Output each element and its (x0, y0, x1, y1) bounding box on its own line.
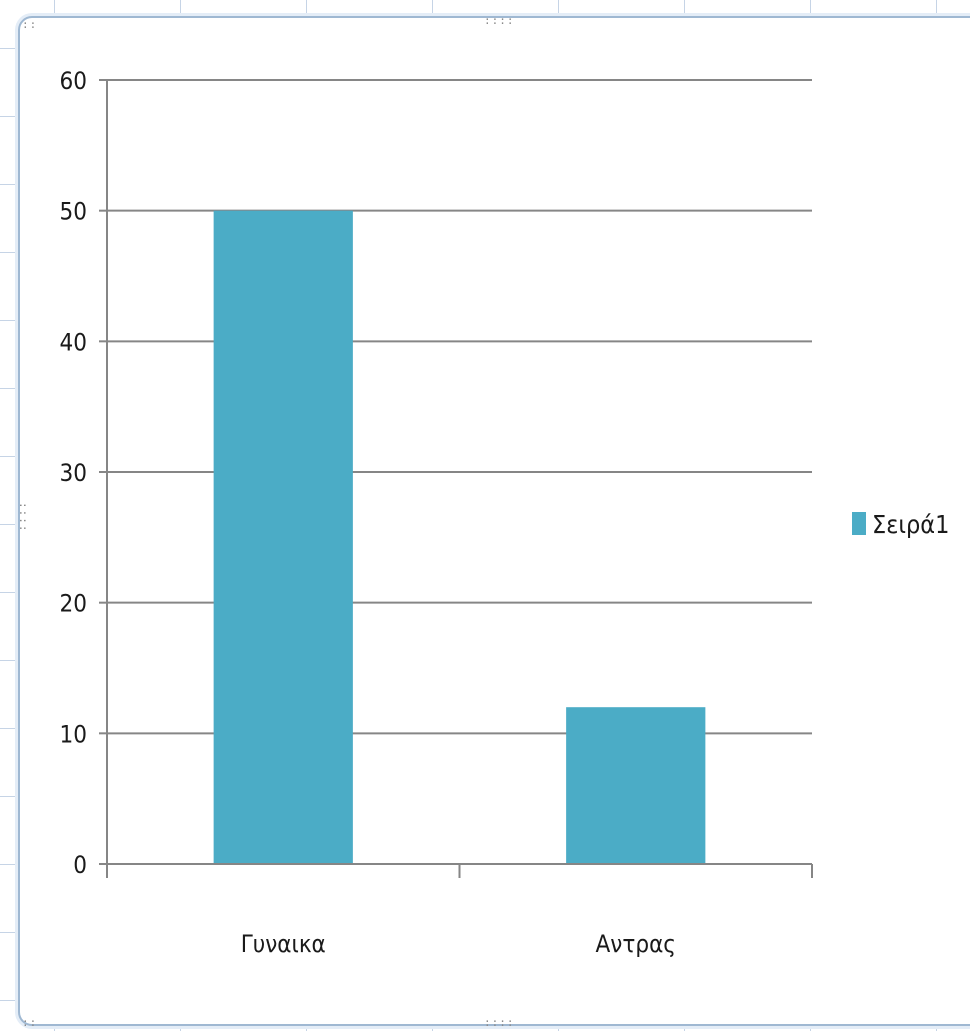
chart-area[interactable] (18, 16, 970, 1026)
y-tick-label: 20 (60, 590, 87, 618)
resize-handle-bottom[interactable]: :::: (484, 1016, 515, 1029)
resize-handle-top[interactable]: :::: (484, 14, 515, 27)
bars (213, 210, 706, 864)
resize-handle-bottom-left[interactable]: :: (22, 1016, 38, 1029)
y-tick-labels: 0 10 20 30 40 50 60 (60, 67, 87, 879)
axes (99, 79, 813, 878)
legend-label: Σειρά1 (872, 510, 949, 539)
y-tick-label: 30 (60, 459, 87, 487)
legend[interactable]: Σειρά1 (852, 510, 949, 539)
legend-swatch (852, 512, 866, 535)
x-category-labels: Γυναικα Αντρας (241, 930, 676, 958)
bar (213, 210, 353, 864)
bar (566, 707, 706, 864)
y-tick-label: 0 (73, 851, 87, 879)
y-tick-label: 50 (60, 198, 87, 226)
category-label: Γυναικα (241, 930, 326, 958)
gridlines (107, 79, 812, 735)
resize-handle-top-left[interactable]: :: (22, 18, 38, 31)
y-tick-label: 60 (60, 67, 87, 95)
y-tick-label: 40 (60, 328, 87, 356)
y-tick-label: 10 (60, 720, 87, 748)
category-label: Αντρας (596, 930, 676, 958)
